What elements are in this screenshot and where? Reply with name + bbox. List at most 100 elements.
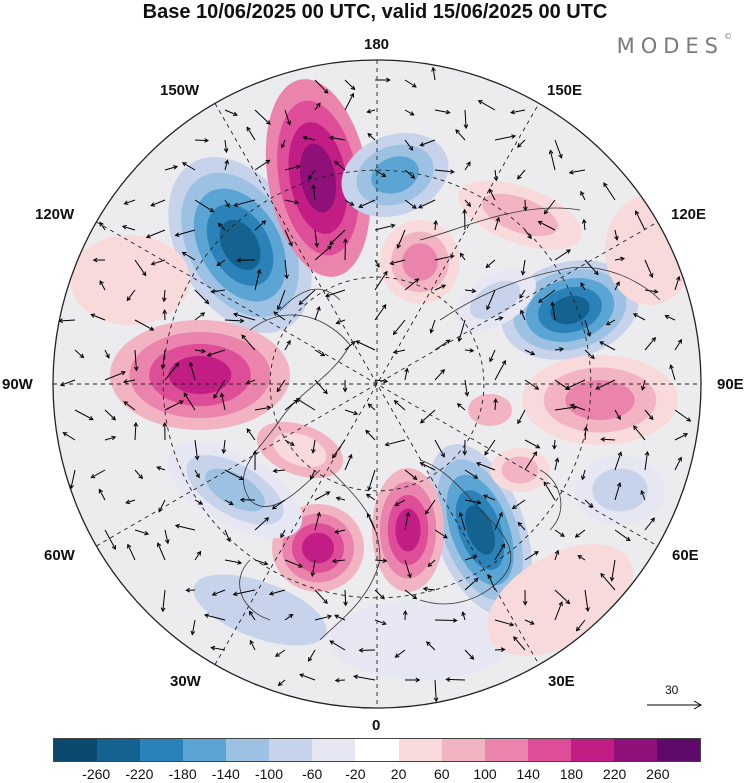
anomaly-fields [70, 79, 695, 680]
wind-vector-head [493, 398, 498, 403]
anomaly-contour [193, 574, 327, 646]
copyright-mark: © [724, 32, 732, 41]
wind-vector-head [402, 610, 408, 615]
wind-vector-head [466, 161, 471, 167]
wind-vector [584, 349, 595, 359]
wind-vector-head [569, 403, 575, 409]
wind-vector-head [433, 219, 438, 225]
colorbar-tick-label: 220 [602, 766, 627, 782]
wind-vector-head [498, 316, 504, 321]
wind-vector-head [358, 647, 364, 653]
wind-vector-head [677, 456, 682, 462]
wind-vector [434, 439, 445, 458]
wind-vector-head [412, 204, 417, 209]
wind-vector [336, 497, 346, 501]
wind-vector [434, 369, 445, 381]
wind-vector-head [648, 415, 654, 421]
wind-vector [59, 319, 76, 322]
lon-label-60e: 60E [672, 547, 699, 564]
wind-vector-head [277, 681, 283, 687]
wind-vector [246, 428, 256, 441]
wind-vector [332, 559, 346, 562]
wind-vector-head [452, 618, 458, 623]
wind-vector-head [196, 550, 202, 556]
wind-vector [513, 636, 526, 651]
wind-vector-head [415, 677, 421, 683]
wind-vector-head [640, 385, 646, 391]
wind-vector [404, 139, 413, 151]
wind-vector-head [677, 338, 683, 344]
wind-vector [278, 679, 286, 686]
wind-vector-head [127, 543, 132, 549]
wind-vector-head [669, 364, 674, 370]
wind-vector-head [581, 218, 587, 224]
wind-vector [404, 169, 415, 179]
wind-vector-head [228, 500, 234, 505]
wind-vector-head [405, 511, 411, 517]
wind-vector [99, 280, 106, 291]
wind-vector [194, 439, 198, 460]
wind-vector [211, 647, 226, 651]
colorbar-tick-label: -100 [254, 766, 284, 782]
wind-vector-head [295, 164, 301, 170]
wind-vector [554, 529, 565, 537]
wind-vector-head [216, 261, 222, 267]
wind-vector [254, 406, 271, 411]
brand-text: MODES [616, 34, 724, 58]
wind-vector-head [554, 549, 560, 555]
wind-vector [164, 166, 178, 171]
wind-vector-head [653, 289, 659, 294]
wind-vector [314, 512, 320, 531]
wind-vector [329, 136, 346, 141]
wind-vector-head [509, 621, 515, 627]
wind-vector-head [520, 270, 526, 276]
wind-vector [510, 109, 526, 114]
wind-vector [486, 289, 496, 310]
wind-vector-head [327, 614, 333, 620]
wind-vector [603, 182, 616, 201]
wind-vector-head [516, 143, 522, 148]
wind-vector-head [412, 475, 418, 480]
wind-vector [575, 529, 586, 538]
wind-vector [367, 109, 376, 113]
wind-vector [434, 339, 450, 351]
wind-vector-head [263, 560, 269, 566]
wind-vector [464, 469, 478, 479]
wind-vector [344, 454, 353, 471]
wind-vector-head [280, 143, 286, 149]
wind-vector [241, 334, 256, 351]
colorbar-tick-label: 180 [559, 766, 584, 782]
wind-vector [284, 229, 293, 246]
wind-vector [554, 550, 559, 561]
wind-vector-head [445, 109, 451, 115]
wind-vector-head [126, 296, 132, 302]
wind-vector [426, 641, 436, 651]
wind-vector [374, 559, 387, 562]
wind-vector-head [427, 562, 433, 568]
wind-vector [175, 524, 196, 531]
wind-vector-head [181, 162, 187, 167]
wind-vector-head [98, 488, 103, 494]
wind-vector [175, 229, 196, 236]
lon-label-60w: 60W [44, 547, 75, 564]
lon-label-30e: 30E [548, 673, 575, 690]
wind-vector-head [476, 500, 482, 505]
wind-vector-head [316, 102, 321, 108]
wind-vector [524, 619, 535, 625]
wind-vector [194, 199, 214, 213]
wind-vector-head [580, 282, 585, 287]
wind-vector [276, 379, 286, 392]
wind-vector-head [343, 601, 348, 607]
wind-vector-head [558, 601, 563, 607]
wind-vector-head [366, 512, 372, 518]
wind-vector-head [500, 647, 506, 653]
wind-vector [584, 259, 599, 275]
wind-vector [183, 392, 196, 411]
wind-vector [134, 422, 137, 441]
wind-vector [254, 269, 261, 291]
colorbar-tick-label: -140 [211, 766, 240, 782]
wind-vector-head [599, 341, 605, 346]
wind-vector-head [384, 441, 390, 447]
wind-vector [494, 360, 506, 381]
wind-vector [123, 401, 136, 411]
